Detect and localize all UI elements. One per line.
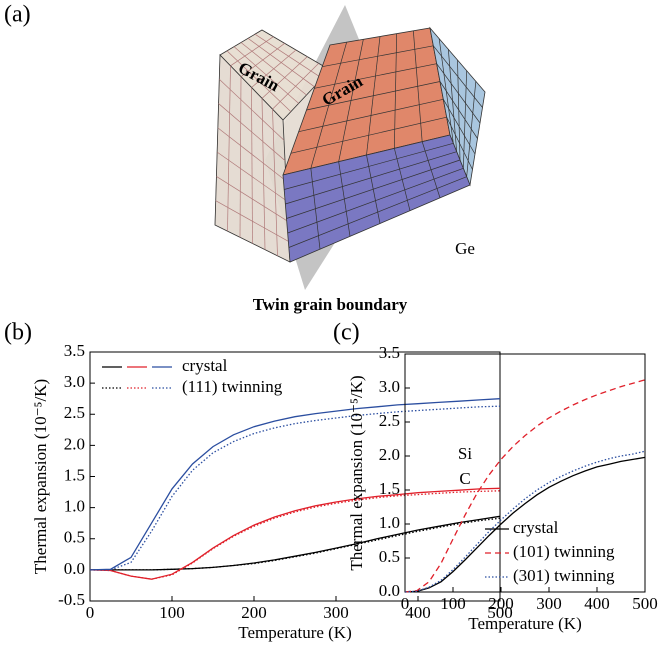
x-tick-label: 200 [488, 594, 514, 613]
legend-label: (301) twinning [513, 566, 615, 585]
panel-label: (b) [4, 320, 32, 346]
y-tick-label: 0.5 [379, 547, 400, 566]
x-tick-label: 400 [584, 594, 610, 613]
y-tick-label: 1.5 [64, 465, 85, 484]
y-axis-label: Thermal expansion (10⁻⁵/K) [347, 375, 366, 570]
y-tick-label: 1.0 [64, 497, 85, 516]
y-axis-label: Thermal expansion (10⁻⁵/K) [31, 379, 50, 574]
y-tick-label: 2.0 [64, 434, 85, 453]
data-line [90, 488, 500, 579]
x-axis-label: Temperature (K) [238, 623, 352, 642]
x-axis-label: Temperature (K) [468, 614, 582, 633]
curve-label: C [459, 469, 470, 488]
figure: (a) (b) (c) GrainGrain Twin grain bounda… [0, 0, 663, 647]
x-tick-label: 0 [86, 603, 95, 622]
x-tick-label: 100 [440, 594, 466, 613]
plot-frame [90, 352, 500, 601]
legend-label: crystal [513, 518, 559, 537]
panel-label: (a) [4, 2, 31, 28]
x-tick-label: 0 [401, 594, 410, 613]
x-tick-label: 200 [241, 603, 267, 622]
y-tick-label: -0.5 [58, 590, 85, 609]
curve-label: Si [458, 444, 472, 463]
y-tick-label: 0.0 [64, 559, 85, 578]
y-tick-label: 3.5 [379, 343, 400, 362]
legend-label: crystal [182, 356, 228, 375]
x-tick-label: 100 [159, 603, 185, 622]
y-tick-label: 3.0 [379, 377, 400, 396]
legend-label: (111) twinning [182, 377, 283, 396]
y-tick-label: 2.5 [64, 403, 85, 422]
y-tick-label: 2.0 [379, 445, 400, 464]
x-tick-label: 500 [632, 594, 658, 613]
data-line [90, 406, 500, 570]
y-tick-label: 0.0 [379, 581, 400, 600]
x-tick-label: 300 [323, 603, 349, 622]
y-tick-label: 2.5 [379, 411, 400, 430]
panel-label: (c) [333, 320, 360, 346]
boundary-label: Twin grain boundary [253, 295, 408, 314]
x-tick-label: 300 [536, 594, 562, 613]
data-line [90, 399, 500, 570]
data-line [90, 491, 500, 579]
y-tick-label: 3.5 [64, 341, 85, 360]
y-tick-label: 0.5 [64, 528, 85, 547]
curve-label: Ge [455, 239, 475, 258]
legend-label: (101) twinning [513, 542, 615, 561]
y-tick-label: 1.0 [379, 513, 400, 532]
y-tick-label: 1.5 [379, 479, 400, 498]
y-tick-label: 3.0 [64, 372, 85, 391]
